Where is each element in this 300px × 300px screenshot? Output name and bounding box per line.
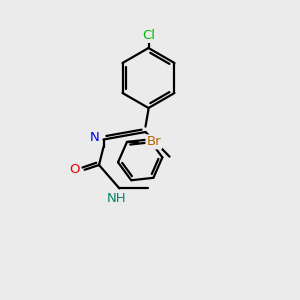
Text: Br: Br bbox=[146, 135, 161, 148]
Text: N: N bbox=[90, 130, 100, 144]
Text: O: O bbox=[70, 163, 80, 176]
Text: NH: NH bbox=[106, 191, 126, 205]
Text: Cl: Cl bbox=[142, 29, 155, 42]
